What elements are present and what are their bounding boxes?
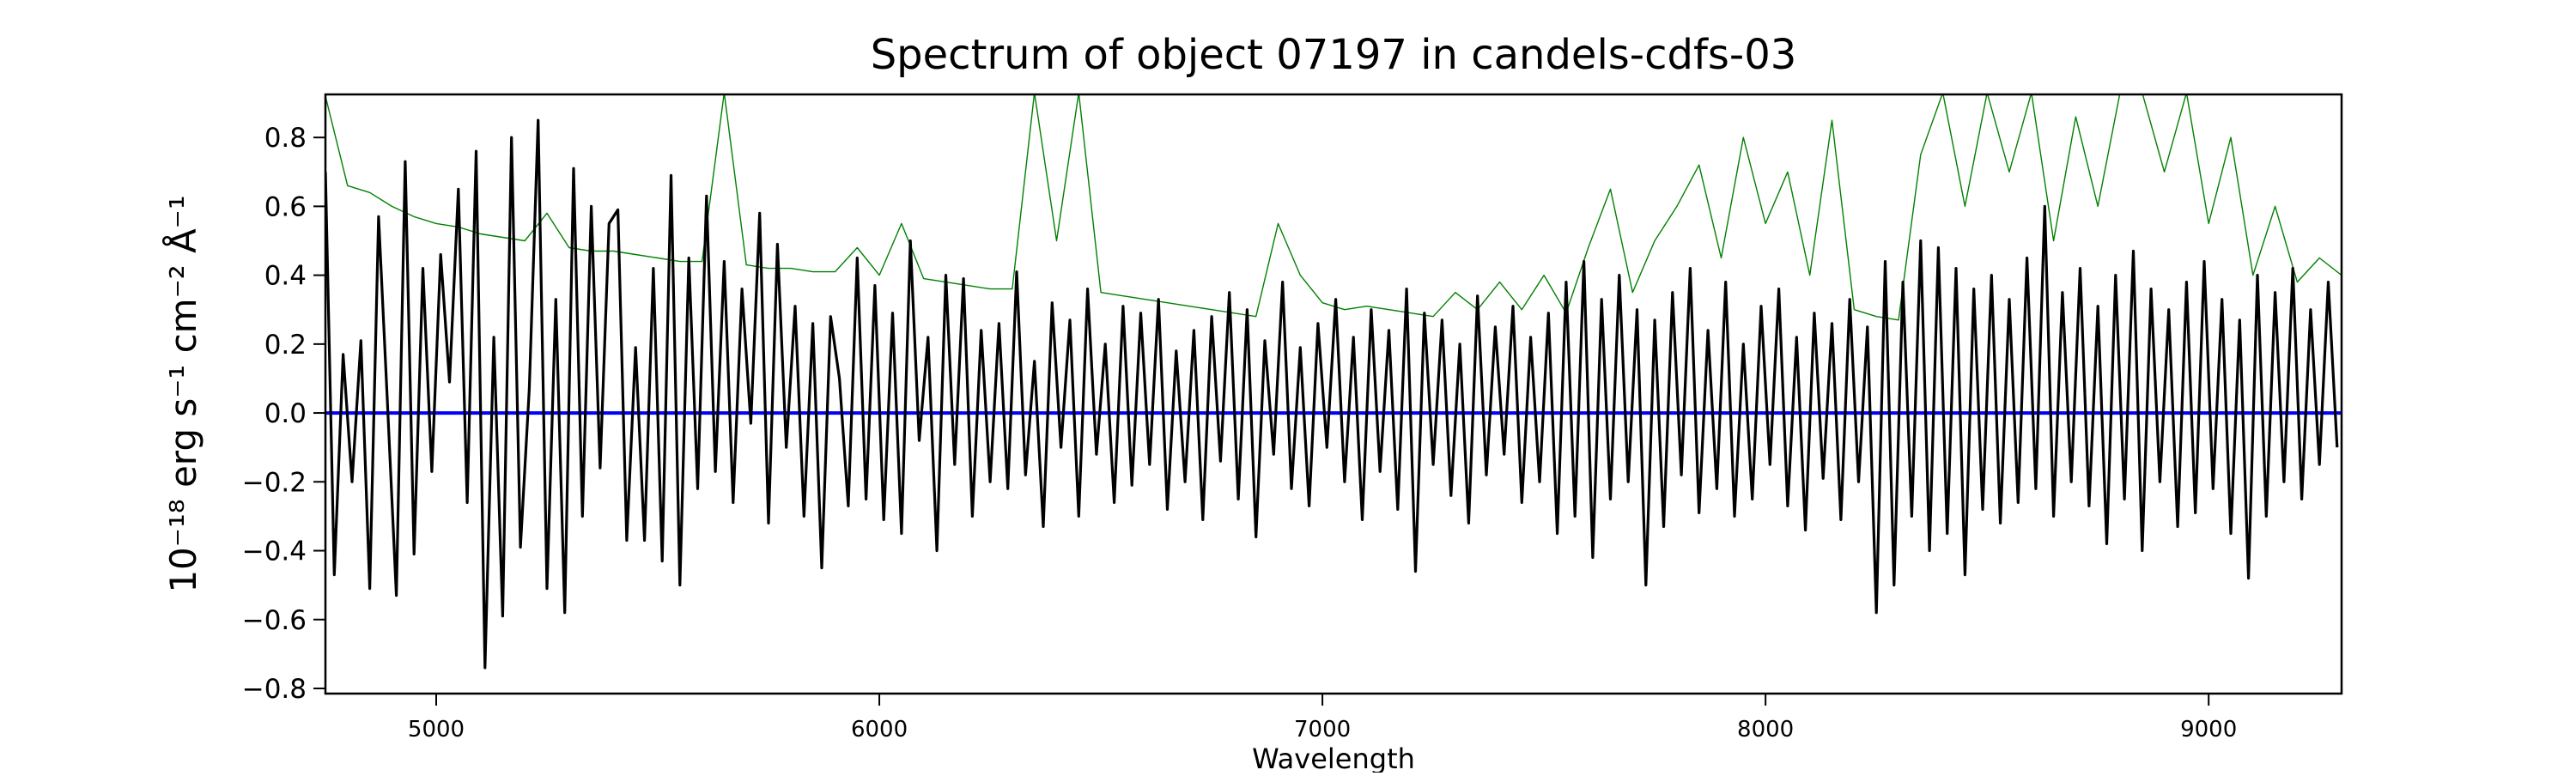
- x-axis-label: Wavelength: [1252, 743, 1415, 773]
- chart-title: Spectrum of object 07197 in candels-cdfs…: [871, 31, 1797, 79]
- x-tick-label: 7000: [1294, 717, 1351, 743]
- y-axis: −0.8 −0.6 −0.4 −0.2 0.0 0.2 0.4 0.6 0.8: [242, 123, 325, 705]
- y-tick-label: 0.6: [264, 191, 307, 222]
- y-axis-label: 10⁻¹⁸ erg s⁻¹ cm⁻² Å⁻¹: [161, 195, 204, 592]
- series-flux-line: [325, 118, 2339, 670]
- series-error-line: [325, 94, 2342, 321]
- y-tick-label: −0.4: [242, 537, 307, 567]
- y-tick-label: 0.8: [264, 123, 307, 154]
- y-tick-label: 0.2: [264, 330, 307, 361]
- y-tick-label: 0.0: [264, 398, 307, 429]
- x-axis: 5000 6000 7000 8000 9000: [408, 694, 2237, 743]
- plot-frame: [324, 93, 2343, 695]
- x-tick-label: 5000: [408, 717, 465, 743]
- y-tick-label: −0.2: [242, 467, 307, 498]
- y-tick-label: −0.8: [242, 674, 307, 705]
- y-tick-label: −0.6: [242, 605, 307, 636]
- x-tick-label: 8000: [1737, 717, 1794, 743]
- y-tick-label: 0.4: [264, 261, 307, 292]
- x-tick-label: 6000: [851, 717, 908, 743]
- x-tick-label: 9000: [2180, 717, 2237, 743]
- series-layer: [325, 94, 2342, 670]
